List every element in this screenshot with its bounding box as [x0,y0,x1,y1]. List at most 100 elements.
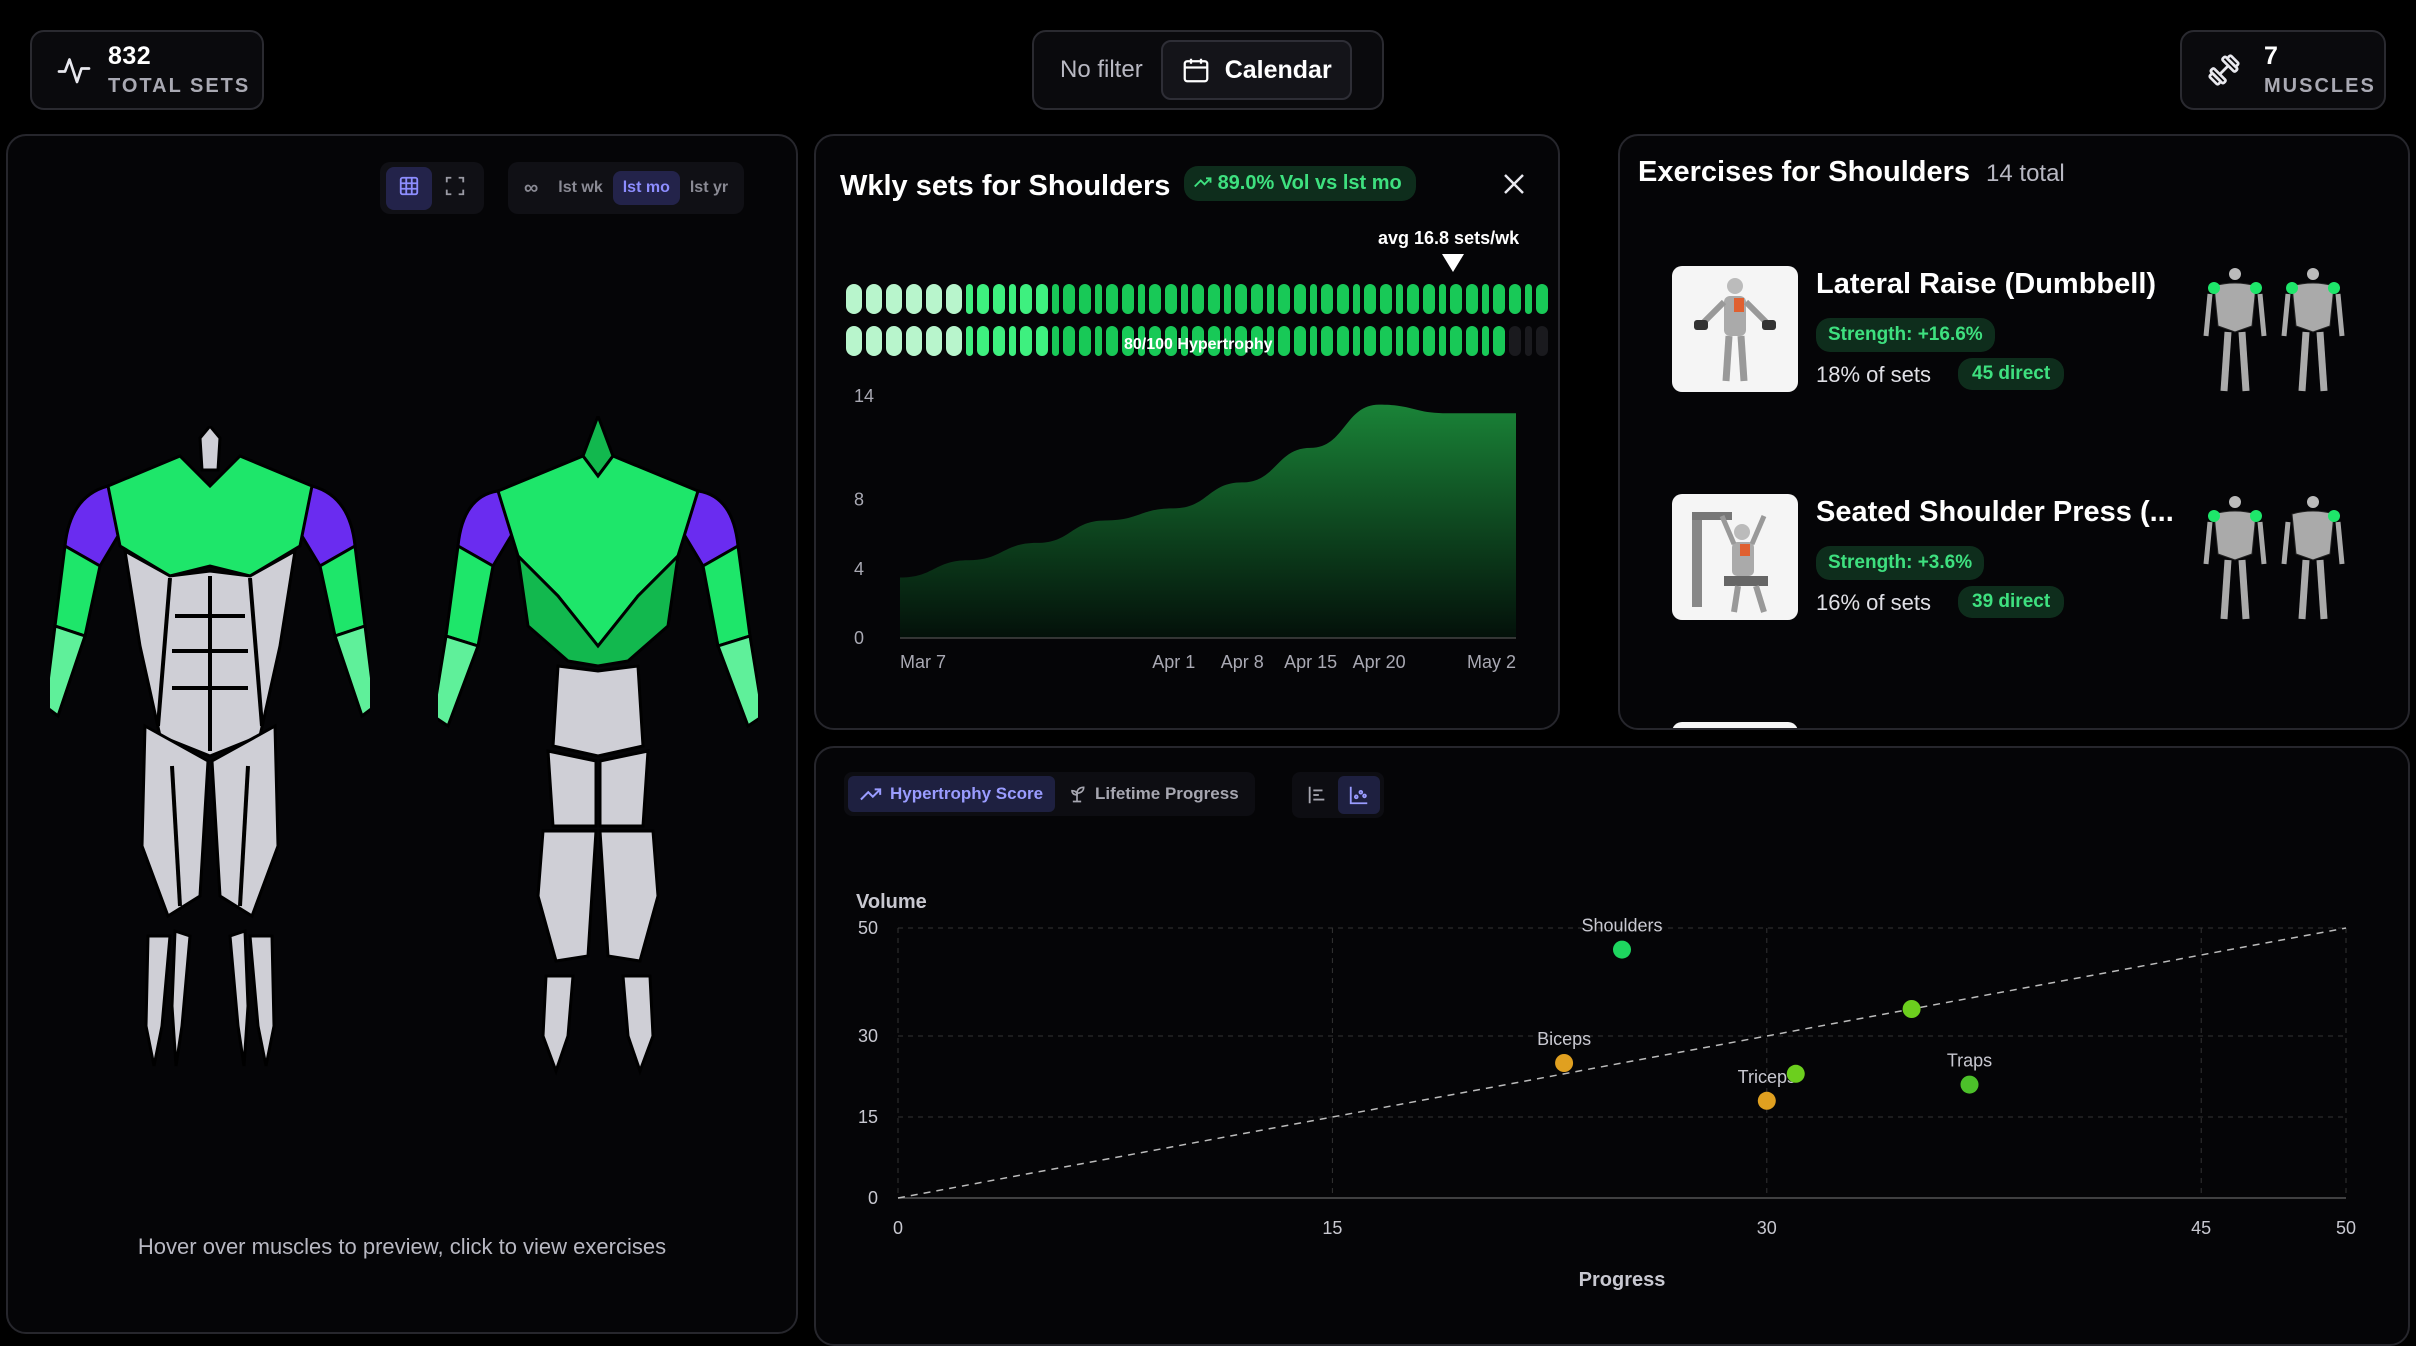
x-tick-label: 30 [1757,1218,1777,1238]
week-pill [1079,284,1091,314]
week-pill [1009,326,1016,356]
week-pill [1380,284,1392,314]
body-map-panel: ∞ lst wk lst mo lst yr [6,134,798,1334]
strength-badge: Strength: +16.6% [1816,318,1995,352]
scatter-point [1960,1075,1979,1094]
exercises-count: 14 total [1986,160,2065,187]
front-forearm-right[interactable] [333,623,370,719]
week-pill [1337,284,1349,314]
week-pill [966,326,973,356]
week-pill [846,284,862,314]
scatter-point [1613,940,1631,959]
fullscreen-icon [445,176,465,195]
calendar-label: Calendar [1224,55,1332,84]
x-tick-label: Apr 15 [1284,652,1337,672]
weekly-bar-strip [846,284,1548,356]
range-last-month[interactable]: lst mo [612,171,680,205]
week-pill [1106,326,1118,356]
range-last-year[interactable]: lst yr [689,179,729,196]
weekly-area-chart: 0 4 8 14 Mar 7 Apr 1 Apr 8 Apr 15 Apr 20 May 2 [854,386,1516,672]
bar-list-view-button[interactable] [1296,776,1338,814]
bar-list-icon [1308,786,1325,804]
tab-lifetime-progress[interactable]: Lifetime Progress [1055,776,1251,812]
week-pill [1407,284,1419,314]
exercise-row[interactable]: Lateral Raise (Dumbbell) Strength: +16.6… [1620,266,2408,406]
tab-lifetime-label: Lifetime Progress [1095,784,1239,803]
calendar-icon [1183,58,1209,83]
scatter-point [1555,1054,1574,1072]
y-tick-label: 0 [854,628,864,648]
x-tick-label: 15 [1322,1218,1342,1238]
muscles-value: 7 [2264,42,2279,70]
week-pill [1353,326,1360,356]
scatter-view-button[interactable] [1338,776,1380,814]
view-type-tabs [1292,772,1384,818]
calendar-button[interactable]: Calendar [1160,40,1352,100]
week-pill [1450,326,1462,356]
week-pill [1036,326,1048,356]
week-pill [1310,326,1317,356]
front-forearm-left[interactable] [50,623,87,719]
front-body-figure[interactable] [50,426,370,1086]
week-pill [1095,284,1102,314]
week-pill [886,284,902,314]
volume-change-badge: 89.0% Vol vs lst mo [1184,166,1416,201]
point-label: Traps [1947,1051,1992,1071]
week-pill [1509,326,1521,356]
back-lats[interactable] [515,551,681,668]
week-pill [1020,284,1032,314]
week-pill [1310,284,1317,314]
week-pill [1095,326,1102,356]
fullscreen-button[interactable] [432,167,478,210]
grid-icon [399,176,419,195]
close-icon[interactable] [1502,172,1526,196]
muscles-card[interactable]: 7 MUSCLES [2180,30,2386,110]
exercise-row[interactable]: Seated Shoulder Press (... Strength: +3.… [1620,494,2408,634]
total-sets-label: TOTAL SETS [108,75,251,97]
week-pill [1337,326,1349,356]
scatter-point [1902,1000,1921,1018]
week-pill [1009,284,1016,314]
activity-icon [57,58,91,84]
week-pill [906,326,922,356]
x-tick-label: Apr 8 [1221,652,1264,672]
y-tick-label: 14 [854,386,874,406]
shoulder-press-illustration [1692,512,1768,613]
week-pill [866,284,882,314]
week-pill [1192,284,1204,314]
week-pill [1364,284,1376,314]
week-pill [1278,284,1290,314]
week-pill [977,326,989,356]
point-label: Biceps [1537,1029,1591,1049]
no-filter-button[interactable]: No filter [1060,56,1143,83]
week-pill [1294,326,1306,356]
exercise-row-partial[interactable] [1672,722,1798,728]
back-body-figure[interactable] [438,416,758,1076]
range-last-week[interactable]: lst wk [558,179,603,196]
mini-front-figure [2203,268,2267,392]
grid-view-button[interactable] [386,166,432,210]
total-sets-card[interactable]: 832 TOTAL SETS [30,30,264,110]
avg-label: avg 16.8 sets/wk [1378,228,1520,248]
weekly-sets-panel: Wkly sets for Shoulders 89.0% Vol vs lst… [814,134,1560,730]
mini-back-figure [2281,496,2345,620]
week-pill [993,326,1005,356]
range-toggle: ∞ lst wk lst mo lst yr [508,162,745,214]
x-tick-label: Mar 7 [900,652,946,672]
week-pill [886,326,902,356]
lateral-raise-illustration [1694,278,1776,382]
week-pill [1106,284,1118,314]
week-pill [993,284,1005,314]
direct-sets-badge: 45 direct [1958,358,2065,390]
exercise-name: Seated Shoulder Press (... [1816,496,2174,528]
exercises-title: Exercises for Shoulders [1638,156,1971,188]
range-all[interactable]: ∞ [524,176,539,199]
week-pill [906,284,922,314]
week-pill [1149,284,1161,314]
strength-badge: Strength: +3.6% [1816,546,1985,580]
tab-hypertrophy-score[interactable]: Hypertrophy Score [848,776,1056,812]
x-tick-label: May 2 [1467,652,1516,672]
body-map-hint: Hover over muscles to preview, click to … [137,1234,667,1259]
muscles-label: MUSCLES [2264,75,2376,97]
exercise-name: Lateral Raise (Dumbbell) [1816,268,2157,300]
